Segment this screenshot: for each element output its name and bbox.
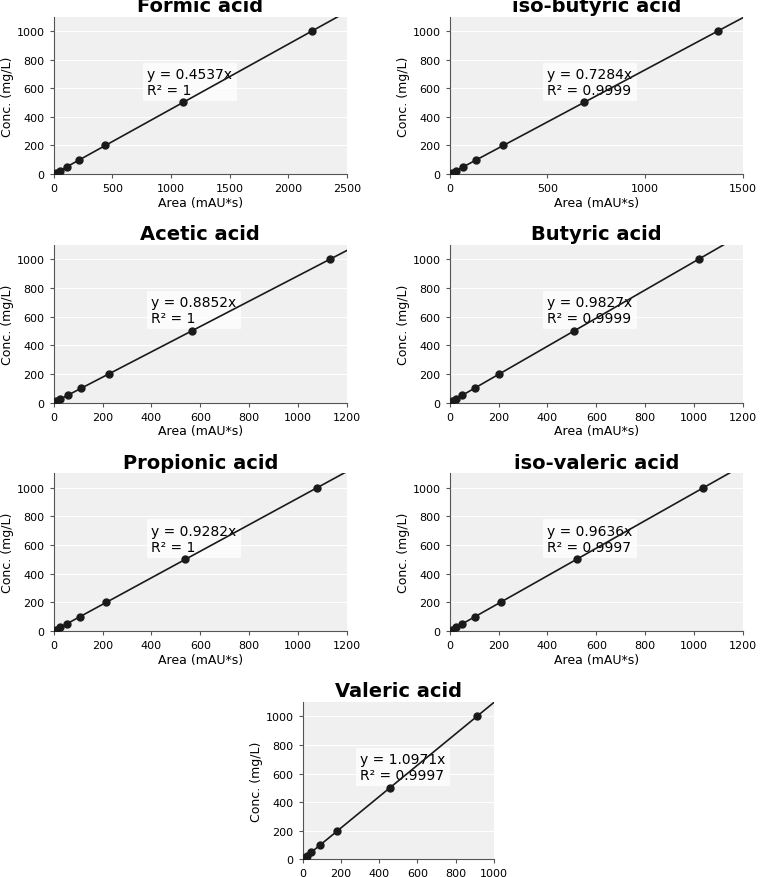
- Text: y = 0.9827x
R² = 0.9999: y = 0.9827x R² = 0.9999: [548, 296, 633, 326]
- Title: Butyric acid: Butyric acid: [531, 225, 662, 244]
- Title: iso-butyric acid: iso-butyric acid: [512, 0, 681, 16]
- Title: Propionic acid: Propionic acid: [123, 453, 278, 473]
- X-axis label: Area (mAU*s): Area (mAU*s): [554, 424, 639, 438]
- Text: y = 1.0971x
R² = 0.9997: y = 1.0971x R² = 0.9997: [360, 752, 445, 782]
- Y-axis label: Conc. (mg/L): Conc. (mg/L): [397, 512, 410, 593]
- Y-axis label: Conc. (mg/L): Conc. (mg/L): [1, 56, 14, 136]
- Text: y = 0.9636x
R² = 0.9997: y = 0.9636x R² = 0.9997: [548, 524, 633, 554]
- Title: Valeric acid: Valeric acid: [335, 681, 462, 701]
- X-axis label: Area (mAU*s): Area (mAU*s): [554, 196, 639, 210]
- Text: y = 0.7284x
R² = 0.9999: y = 0.7284x R² = 0.9999: [548, 68, 633, 97]
- Y-axis label: Conc. (mg/L): Conc. (mg/L): [397, 56, 410, 136]
- Text: y = 0.4537x
R² = 1: y = 0.4537x R² = 1: [148, 68, 233, 97]
- Text: y = 0.9282x
R² = 1: y = 0.9282x R² = 1: [152, 524, 237, 554]
- Title: Acetic acid: Acetic acid: [140, 225, 260, 244]
- X-axis label: Area (mAU*s): Area (mAU*s): [158, 196, 243, 210]
- X-axis label: Area (mAU*s): Area (mAU*s): [554, 653, 639, 666]
- Y-axis label: Conc. (mg/L): Conc. (mg/L): [397, 284, 410, 365]
- Y-axis label: Conc. (mg/L): Conc. (mg/L): [1, 284, 14, 365]
- Title: Formic acid: Formic acid: [137, 0, 264, 16]
- Title: iso-valeric acid: iso-valeric acid: [514, 453, 679, 473]
- Y-axis label: Conc. (mg/L): Conc. (mg/L): [1, 512, 14, 593]
- X-axis label: Area (mAU*s): Area (mAU*s): [158, 653, 243, 666]
- Text: y = 0.8852x
R² = 1: y = 0.8852x R² = 1: [152, 296, 237, 326]
- X-axis label: Area (mAU*s): Area (mAU*s): [158, 424, 243, 438]
- Y-axis label: Conc. (mg/L): Conc. (mg/L): [250, 741, 263, 821]
